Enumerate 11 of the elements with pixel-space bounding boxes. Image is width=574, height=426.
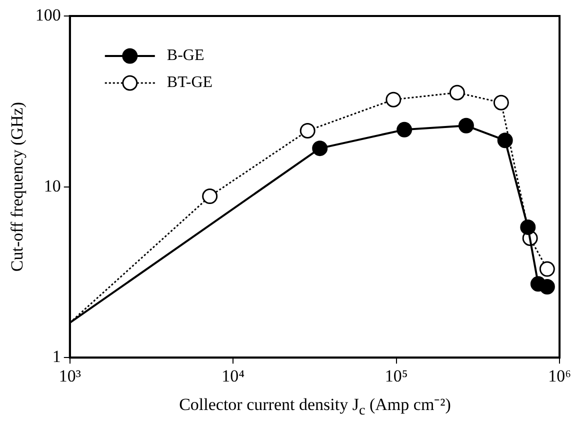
y-axis-title: Cut-off frequency (GHz) <box>8 102 27 272</box>
y-tick-label: 1 <box>52 347 61 366</box>
y-tick-label: 10 <box>44 176 61 196</box>
x-tick-label: 10⁵ <box>384 366 408 386</box>
x-axis-title: Collector current density J$_{c}$ (Amp cm⁻²) <box>178 394 452 420</box>
x-tick-label: 10⁴ <box>222 366 245 386</box>
y-tick-label: 100 <box>35 5 61 24</box>
legend-label: B-GE <box>166 47 204 64</box>
x-tick-label: 10³ <box>58 366 81 386</box>
legend-label: BT-GE <box>166 74 213 92</box>
x-tick-label: 10⁶ <box>548 366 572 386</box>
